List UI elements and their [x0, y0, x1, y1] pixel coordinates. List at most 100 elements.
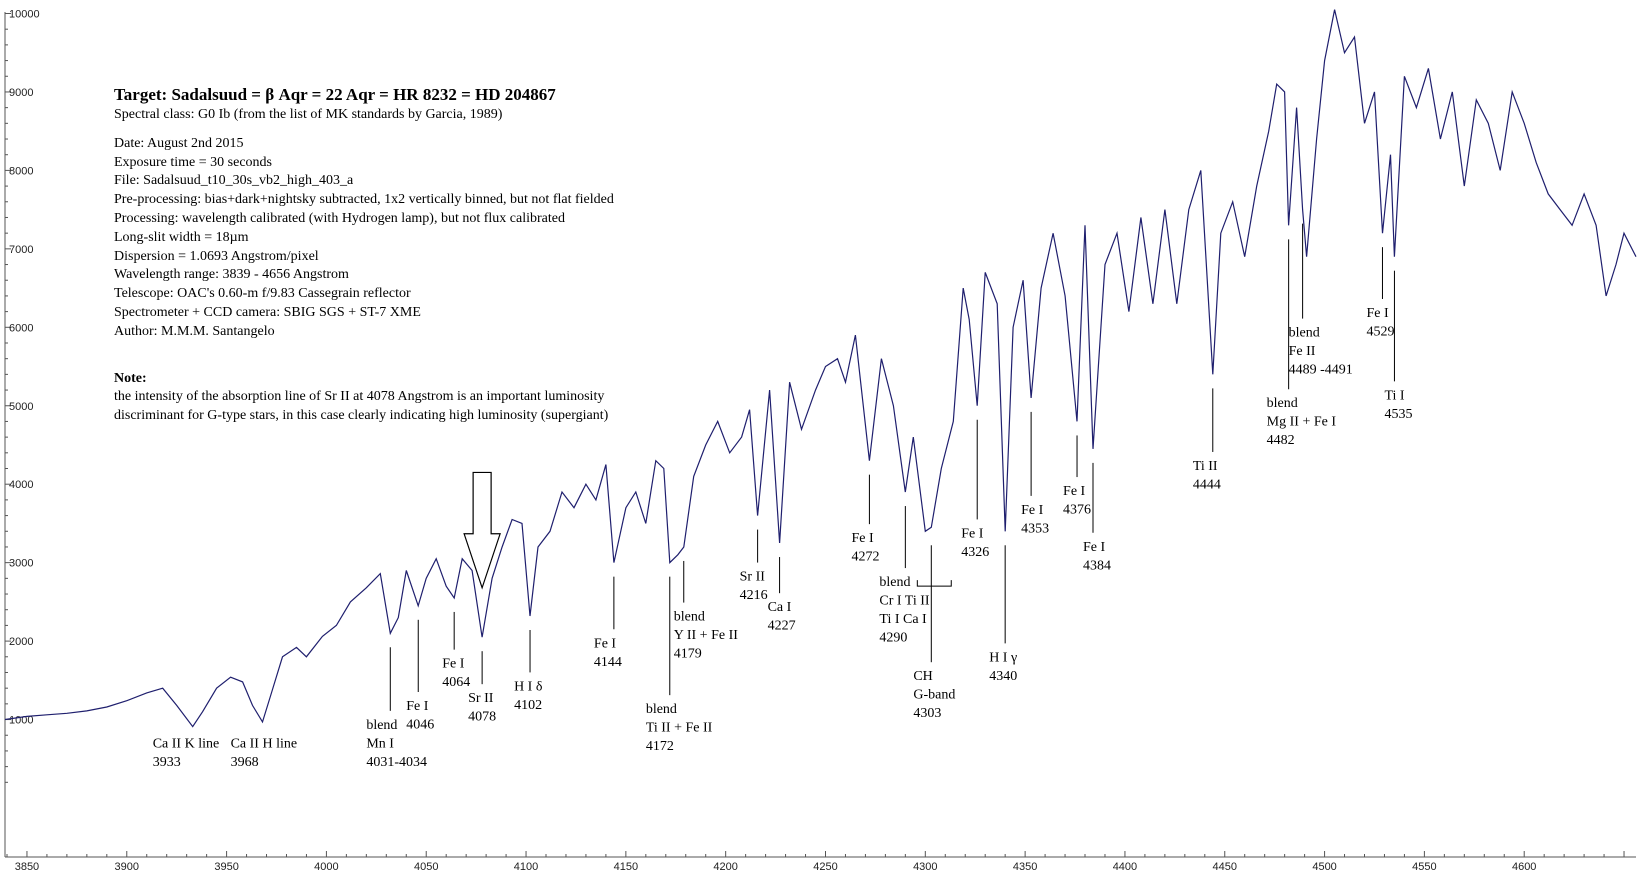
y-tick-label: 7000 [9, 244, 33, 256]
line-annotations: Ca II K line 3933 Ca II H line 3968 blend Mn … [153, 223, 1412, 770]
annotation-label: 4340 [989, 669, 1017, 684]
x-tick-label: 4150 [614, 861, 638, 873]
x-tick-label: 4100 [514, 861, 538, 873]
x-tick-label: 4500 [1312, 861, 1336, 873]
annotation-label: Fe I [961, 526, 984, 541]
line-annotation: blend Cr I Ti II Ti I Ca I 4290 [879, 506, 930, 646]
annotation-label: Fe I [1063, 484, 1086, 499]
info-line: File: Sadalsuud_t10_30s_vb2_high_403_a [114, 173, 354, 189]
line-annotation: blend Y II + Fe II 4179 [674, 560, 738, 662]
annotation-label: 4064 [442, 675, 470, 690]
annotation-label: Ti II [1193, 459, 1218, 474]
y-tick-label: 3000 [9, 558, 33, 570]
annotation-label: Ti II + Fe II [646, 721, 713, 736]
info-line: Spectrometer + CCD camera: SBIG SGS + ST… [114, 304, 421, 320]
info-line: Exposure time = 30 seconds [114, 154, 272, 170]
info-line: Wavelength range: 3839 - 4656 Angstrom [114, 267, 349, 283]
line-annotation: Ca I 4227 [768, 557, 796, 634]
line-annotation: H I δ 4102 [514, 629, 543, 713]
line-annotation: Fe I 4064 [442, 611, 470, 690]
line-annotation: Fe I 4384 [1083, 462, 1111, 573]
annotation-label: Ca II H line [231, 737, 297, 752]
x-tick-label: 4050 [414, 861, 438, 873]
annotation-label: 4046 [406, 718, 434, 733]
line-annotation: Ti II 4444 [1193, 388, 1221, 492]
note-line: discriminant for G-type stars, in this c… [114, 408, 609, 424]
ticks: 3850 3900 3950 4000 4050 4100 4150 4200 4250 4300… [5, 9, 1625, 873]
x-tick-label: 4400 [1113, 861, 1137, 873]
annotation-label: Fe I [1366, 306, 1389, 321]
annotation-label: Ca II K line [153, 737, 219, 752]
y-tick-label: 2000 [9, 636, 33, 648]
x-tick-label: 4550 [1412, 861, 1436, 873]
line-annotation: Fe I 4376 [1063, 435, 1091, 518]
y-tick-label: 8000 [9, 165, 33, 177]
line-annotation: blend Ti II + Fe II 4172 [646, 576, 713, 754]
annotation-label: 4303 [913, 706, 941, 721]
x-tick-label: 4450 [1213, 861, 1237, 873]
spectrum-line [4, 9, 1637, 728]
annotation-label: G-band [913, 688, 955, 703]
x-tick-label: 4200 [713, 861, 737, 873]
spacer [114, 125, 614, 135]
line-annotation: Sr II 4078 [468, 651, 496, 725]
annotation-label: H I γ [989, 650, 1017, 665]
info-line: Telescope: OAC's 0.60-m f/9.83 Cassegrai… [114, 286, 411, 302]
annotation-label: Ti I [1384, 388, 1404, 403]
line-annotation: CH G-band 4303 [913, 545, 955, 721]
annotation-label: 4482 [1267, 433, 1295, 448]
arrow [463, 471, 501, 590]
annotation-label: 4144 [594, 655, 622, 670]
line-annotation: Fe I 4353 [1021, 411, 1049, 536]
spectral-class: Spectral class: G0 Ib (from the list of … [114, 107, 503, 122]
x-tick-label: 4000 [314, 861, 338, 873]
annotation-label: 4376 [1063, 503, 1091, 518]
annotation-label: 4227 [768, 619, 796, 634]
annotation-label: blend [1267, 396, 1298, 411]
x-tick-label: 3850 [15, 861, 39, 873]
annotation-label: 4179 [674, 647, 702, 662]
info-line: Date: August 2nd 2015 [114, 135, 244, 151]
annotation-label: H I δ [514, 679, 543, 694]
annotation-label: 4384 [1083, 558, 1111, 573]
arrow-shape [463, 471, 501, 590]
line-annotation: Ti I 4535 [1384, 270, 1412, 422]
annotation-label: Ca I [768, 600, 792, 615]
annotation-label: Fe I [442, 657, 465, 672]
annotation-label: 4272 [851, 550, 879, 565]
annotation-label: 4290 [879, 631, 907, 646]
x-tick-label: 3900 [115, 861, 139, 873]
line-annotation: blend Mn I 4031-4034 [366, 647, 427, 770]
line-annotation: Fe I 4529 [1366, 247, 1394, 339]
info-line: Processing: wavelength calibrated (with … [114, 210, 565, 226]
annotation-label: 4326 [961, 545, 989, 560]
x-tick-label: 4250 [813, 861, 837, 873]
y-tick-label: 10000 [9, 9, 40, 21]
annotation-label: blend [1289, 326, 1320, 341]
annotation-label: Fe I [594, 636, 617, 651]
info-line: Author: M.M.M. Santangelo [114, 323, 275, 339]
line-annotation: Sr II 4216 [740, 529, 768, 603]
annotation-label: 3968 [231, 755, 259, 770]
g-band-bracket [916, 580, 952, 587]
annotation-label: Fe I [1021, 503, 1044, 518]
spacer [114, 342, 614, 370]
annotation-label: Cr I Ti II [879, 594, 930, 609]
annotation-label: Fe I [851, 531, 874, 546]
annotation-label: CH [913, 669, 932, 684]
line-annotation: blend Fe II 4489 -4491 [1289, 223, 1353, 378]
line-annotation: Fe I 4046 [406, 619, 434, 733]
line-annotation: Fe I 4326 [961, 419, 989, 560]
y-tick-label: 6000 [9, 322, 33, 334]
x-tick-label: 3950 [214, 861, 238, 873]
info-line: Dispersion = 1.0693 Angstrom/pixel [114, 248, 319, 264]
info-box: Target: Sadalsuud = β Aqr = 22 Aqr = HR … [114, 84, 614, 426]
annotation-label: 4078 [468, 710, 496, 725]
info-line: Pre-processing: bias+dark+nightsky subtr… [114, 192, 614, 208]
info-line: Long-slit width = 18µm [114, 229, 249, 245]
annotation-label: 4529 [1366, 324, 1394, 339]
annotation-label: Ti I Ca I [879, 612, 927, 627]
annotation-label: blend [366, 718, 397, 733]
annotation-label: Sr II [468, 691, 494, 706]
